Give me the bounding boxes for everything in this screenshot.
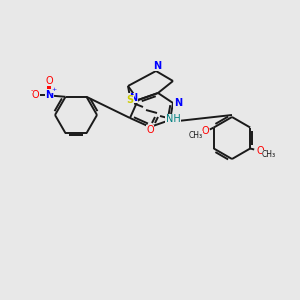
Text: -: - <box>30 87 33 93</box>
Text: S: S <box>126 95 134 105</box>
Text: N: N <box>45 90 54 100</box>
Text: NH: NH <box>166 114 180 124</box>
Text: O: O <box>256 146 264 155</box>
Text: N: N <box>129 93 137 103</box>
Text: CH₃: CH₃ <box>189 131 203 140</box>
Text: N: N <box>174 98 182 108</box>
Text: O: O <box>201 127 208 136</box>
Text: +: + <box>51 87 56 92</box>
Text: CH₃: CH₃ <box>262 150 276 159</box>
Text: O: O <box>46 76 53 86</box>
Text: O: O <box>146 125 154 135</box>
Text: O: O <box>32 90 39 100</box>
Text: N: N <box>153 61 161 71</box>
